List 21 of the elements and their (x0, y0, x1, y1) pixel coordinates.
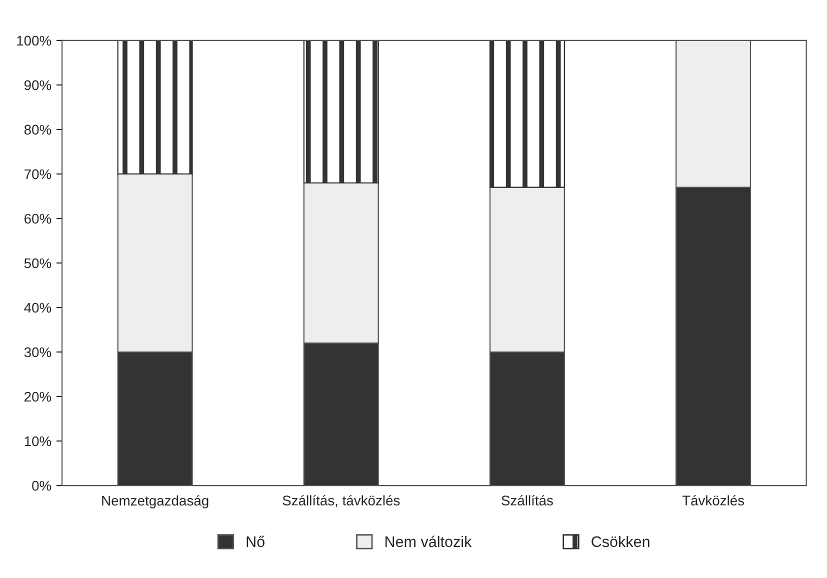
y-tick-label: 100% (17, 36, 52, 46)
y-tick-label: 10% (24, 436, 52, 446)
y-tick-label: 50% (24, 258, 52, 268)
bar (117, 40, 193, 175)
x-tick-label: Távközlés (682, 495, 744, 506)
x-tick-label: Nemzetgazdaság (102, 495, 208, 508)
y-tick-label: 20% (24, 392, 52, 402)
y-tick-label: 30% (24, 347, 52, 358)
bar (489, 40, 565, 188)
y-tick-label: 90% (24, 80, 52, 90)
bar (303, 40, 379, 184)
y-tick-label: 60% (24, 214, 52, 224)
y-tick-label: 40% (24, 302, 52, 313)
y-tick-label: 80% (24, 124, 52, 135)
legend-label: Csökken (592, 536, 650, 548)
legend-label: Nem változik (386, 536, 472, 548)
y-tick-label: 70% (24, 169, 52, 180)
x-tick-label: Szállítás, távközlés (282, 495, 400, 508)
y-tick-label: 0% (32, 480, 52, 491)
legend-label: Nő (246, 536, 264, 548)
x-tick-label: Szállítás (502, 495, 553, 506)
